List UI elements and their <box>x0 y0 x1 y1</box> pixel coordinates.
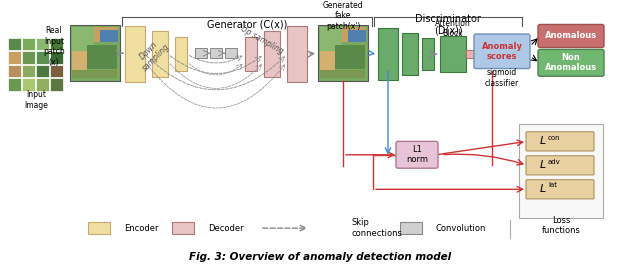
Text: Generated
fake
patch(x'): Generated fake patch(x') <box>323 1 364 31</box>
FancyBboxPatch shape <box>318 25 368 81</box>
Text: Down
sampling: Down sampling <box>133 35 171 73</box>
Text: lat: lat <box>548 183 557 188</box>
Text: Convolution: Convolution <box>436 224 486 233</box>
FancyBboxPatch shape <box>50 51 63 64</box>
FancyBboxPatch shape <box>195 48 207 58</box>
Text: Real
Input
patch
(x): Real Input patch (x) <box>43 26 65 67</box>
FancyBboxPatch shape <box>8 51 21 64</box>
FancyBboxPatch shape <box>422 38 434 70</box>
Text: Up sampling: Up sampling <box>239 24 285 56</box>
FancyBboxPatch shape <box>100 30 118 42</box>
FancyBboxPatch shape <box>175 37 187 72</box>
FancyBboxPatch shape <box>50 38 63 50</box>
FancyBboxPatch shape <box>335 45 365 69</box>
FancyBboxPatch shape <box>22 51 35 64</box>
FancyBboxPatch shape <box>245 37 257 72</box>
FancyBboxPatch shape <box>225 48 237 58</box>
Text: L: L <box>540 160 546 170</box>
FancyBboxPatch shape <box>22 38 35 50</box>
Text: L: L <box>540 184 546 194</box>
FancyBboxPatch shape <box>348 30 366 42</box>
Text: Discriminator
(D(x)): Discriminator (D(x)) <box>415 14 481 35</box>
Text: L: L <box>540 136 546 146</box>
FancyBboxPatch shape <box>526 132 594 151</box>
FancyBboxPatch shape <box>72 27 94 51</box>
FancyBboxPatch shape <box>8 38 21 50</box>
FancyBboxPatch shape <box>36 78 49 91</box>
FancyBboxPatch shape <box>320 51 335 70</box>
FancyBboxPatch shape <box>440 36 466 72</box>
FancyBboxPatch shape <box>8 65 21 77</box>
FancyBboxPatch shape <box>72 70 117 78</box>
FancyBboxPatch shape <box>88 222 110 234</box>
FancyBboxPatch shape <box>538 49 604 76</box>
FancyBboxPatch shape <box>50 78 63 91</box>
FancyBboxPatch shape <box>125 26 145 82</box>
FancyBboxPatch shape <box>172 222 194 234</box>
FancyBboxPatch shape <box>264 31 280 77</box>
Text: Non
Anomalous: Non Anomalous <box>545 53 597 73</box>
FancyBboxPatch shape <box>342 27 366 42</box>
FancyBboxPatch shape <box>87 45 117 69</box>
Text: Encoder: Encoder <box>124 224 159 233</box>
Text: Anomalous: Anomalous <box>545 32 597 41</box>
FancyBboxPatch shape <box>378 28 398 80</box>
Text: Skip
connections: Skip connections <box>352 218 403 238</box>
FancyBboxPatch shape <box>8 78 21 91</box>
Text: Fig. 3: Overview of anomaly detection model: Fig. 3: Overview of anomaly detection mo… <box>189 252 451 262</box>
FancyBboxPatch shape <box>72 51 87 70</box>
FancyBboxPatch shape <box>22 65 35 77</box>
FancyBboxPatch shape <box>538 24 604 47</box>
FancyBboxPatch shape <box>36 51 49 64</box>
Text: con: con <box>548 135 561 140</box>
FancyBboxPatch shape <box>466 50 478 58</box>
Text: Loss
functions: Loss functions <box>541 216 580 235</box>
Text: L1
norm: L1 norm <box>406 145 428 165</box>
FancyBboxPatch shape <box>94 27 118 42</box>
FancyBboxPatch shape <box>22 78 35 91</box>
FancyBboxPatch shape <box>287 26 307 82</box>
Text: Generator (C(x)): Generator (C(x)) <box>207 19 287 29</box>
FancyBboxPatch shape <box>519 124 603 218</box>
FancyBboxPatch shape <box>474 34 530 69</box>
FancyBboxPatch shape <box>400 222 422 234</box>
FancyBboxPatch shape <box>70 25 120 81</box>
FancyBboxPatch shape <box>396 142 438 168</box>
Text: Attention
Block: Attention Block <box>435 19 471 38</box>
FancyBboxPatch shape <box>526 156 594 175</box>
FancyBboxPatch shape <box>210 48 222 58</box>
Text: Input
Image: Input Image <box>24 90 48 110</box>
FancyBboxPatch shape <box>152 31 168 77</box>
FancyBboxPatch shape <box>36 38 49 50</box>
Text: Decoder: Decoder <box>208 224 244 233</box>
FancyBboxPatch shape <box>526 180 594 199</box>
FancyBboxPatch shape <box>320 70 365 78</box>
FancyBboxPatch shape <box>50 65 63 77</box>
FancyBboxPatch shape <box>36 65 49 77</box>
Text: adv: adv <box>548 158 561 165</box>
Text: sigmoid
classifier: sigmoid classifier <box>485 68 519 88</box>
FancyBboxPatch shape <box>320 27 342 51</box>
Text: Anomaly
scores: Anomaly scores <box>481 42 522 61</box>
FancyBboxPatch shape <box>402 33 418 75</box>
